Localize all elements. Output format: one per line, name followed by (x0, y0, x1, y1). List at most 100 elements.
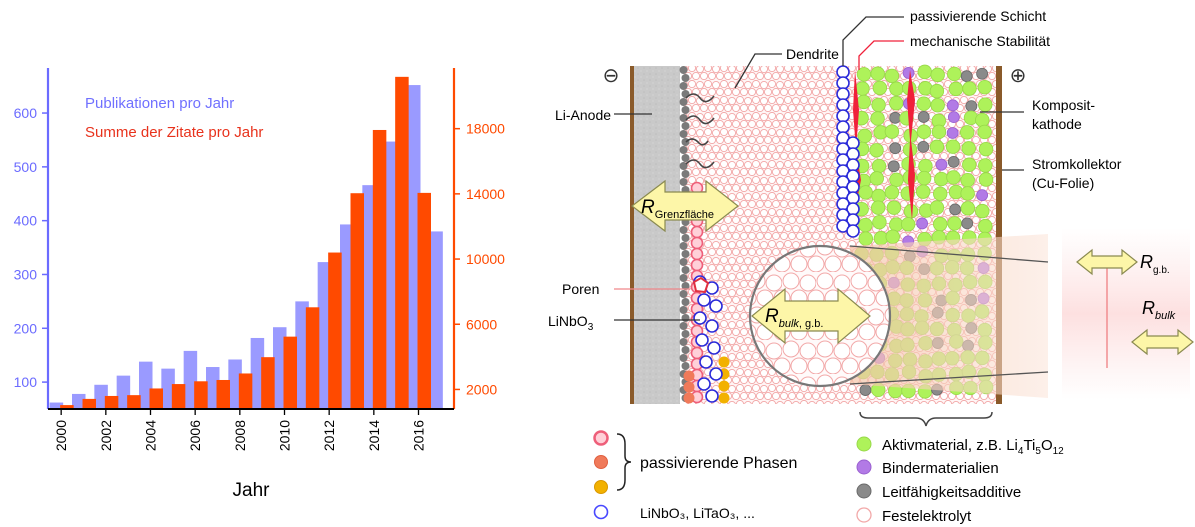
li-anode-layer (630, 66, 680, 404)
anode-surface-particle (681, 298, 690, 306)
passivating-particles-anode (683, 181, 730, 404)
passive-layer-leader (842, 16, 904, 66)
legend-active-material: Aktivmaterial, z.B. Li4Ti5O12 (882, 437, 1064, 457)
active-particle (900, 217, 916, 232)
legend-dot-pink (593, 430, 609, 446)
anode-surface-particle (681, 170, 690, 178)
x-tick-label: 2006 (187, 420, 203, 451)
mech-stability-leader (858, 40, 904, 70)
citation-bar-2010 (283, 336, 297, 409)
coating-particle (836, 87, 850, 101)
pore-shape (692, 276, 710, 294)
anode-collector (630, 66, 634, 404)
conductive-particle (947, 155, 960, 168)
active-particle (889, 172, 904, 187)
active-particle (933, 216, 948, 232)
niobate-particle (695, 333, 709, 347)
anode-surface-particle (681, 250, 690, 258)
active-particle (930, 98, 945, 113)
anode-surface-particle (679, 178, 688, 186)
legend-passive-phases: passivierende Phasen (640, 455, 797, 472)
passive-yellow-particle (718, 380, 730, 392)
anode-surface-particle (679, 274, 688, 282)
publication-bar-2001 (72, 393, 86, 409)
cathode-brace (859, 411, 993, 427)
anode-surface-particle (679, 306, 688, 314)
legend-dot-electrolyte (856, 507, 872, 523)
legend-dot-yellow (594, 480, 608, 494)
active-particle (978, 158, 993, 173)
citation-bar-2009 (261, 357, 275, 409)
anode-surface-particle (679, 66, 688, 74)
niobate-particle (709, 367, 723, 381)
publication-bar-2015 (384, 141, 399, 410)
anode-surface-particle (679, 146, 688, 154)
right-tick-label: 10000 (466, 251, 505, 267)
right-tick-label: 14000 (466, 186, 505, 202)
active-particle (960, 186, 975, 201)
anode-surface-particle (679, 82, 688, 90)
composite-cathode-label-2: kathode (1032, 116, 1082, 132)
active-particle (960, 172, 975, 188)
anode-surface-particle (681, 234, 690, 242)
publication-bar-2000 (49, 402, 64, 409)
left-tick-label: 400 (14, 213, 38, 229)
active-particle (884, 185, 900, 200)
legend-dot-binder (856, 459, 872, 475)
left-tick-label: 500 (14, 159, 38, 175)
niobate-particle (693, 311, 707, 325)
active-particle (929, 200, 945, 215)
active-particle (918, 158, 933, 174)
left-tick-label: 600 (14, 105, 38, 121)
active-particle (870, 111, 885, 126)
citation-bar-2015 (395, 76, 409, 410)
citation-bar-2001 (82, 398, 96, 409)
conductive-particle (917, 140, 930, 153)
niobate-particle (705, 389, 719, 403)
interface-resistance-label: RGrenzfläche (641, 197, 714, 221)
passive-orange-particle (683, 370, 695, 382)
anode-surface-particle (681, 74, 690, 82)
citation-bar-2008 (238, 373, 253, 409)
anode-surface-particle (679, 338, 688, 346)
coating-particle (836, 76, 850, 90)
composite-cathode-label-1: Komposit- (1032, 97, 1095, 113)
bulk-resistance-label: Rbulk (1142, 298, 1176, 322)
active-particle (929, 139, 945, 155)
citation-bar-2014 (372, 129, 387, 409)
active-particle (934, 171, 949, 187)
x-tick-label: 2000 (53, 420, 69, 451)
legend-binder: Bindermaterialien (882, 460, 999, 477)
conductive-particle (889, 111, 902, 124)
passive-particle (690, 236, 704, 250)
active-particle (858, 217, 873, 233)
publication-bar-2009 (250, 337, 265, 409)
publication-bar-2003 (116, 375, 131, 409)
zoom-line-top (849, 245, 1049, 263)
right-tick-label: 6000 (466, 316, 497, 332)
interface-resistance-arrow (631, 179, 739, 233)
legend-citations: Summe der Zitate pro Jahr (85, 124, 263, 141)
x-axis-title: Jahr (233, 480, 271, 501)
passive-yellow-particle (718, 392, 730, 404)
active-particle (975, 112, 990, 128)
plus-electrode-symbol: ⊕ (1010, 65, 1027, 87)
x-tick-label: 2002 (98, 420, 114, 451)
active-particle (916, 170, 932, 186)
right-tick-label: 18000 (466, 121, 505, 137)
binder-particle (946, 127, 959, 139)
bulk-resistance-arrow (1131, 328, 1194, 356)
niobate-particle (697, 293, 711, 307)
active-particle (962, 81, 977, 96)
active-particle (886, 200, 902, 215)
coating-particle (836, 65, 850, 79)
poren-label: Poren (562, 281, 599, 297)
dendrite-leader (734, 53, 782, 89)
zoom-wedge (850, 234, 1048, 398)
active-particle (978, 172, 994, 187)
legend-publications: Publikationen pro Jahr (85, 95, 234, 112)
anode-surface-particle (679, 242, 688, 250)
publication-bar-2011 (295, 301, 309, 409)
li-anode-label: Li-Anode (555, 107, 611, 123)
gb-resistance-arrow (1076, 248, 1138, 276)
